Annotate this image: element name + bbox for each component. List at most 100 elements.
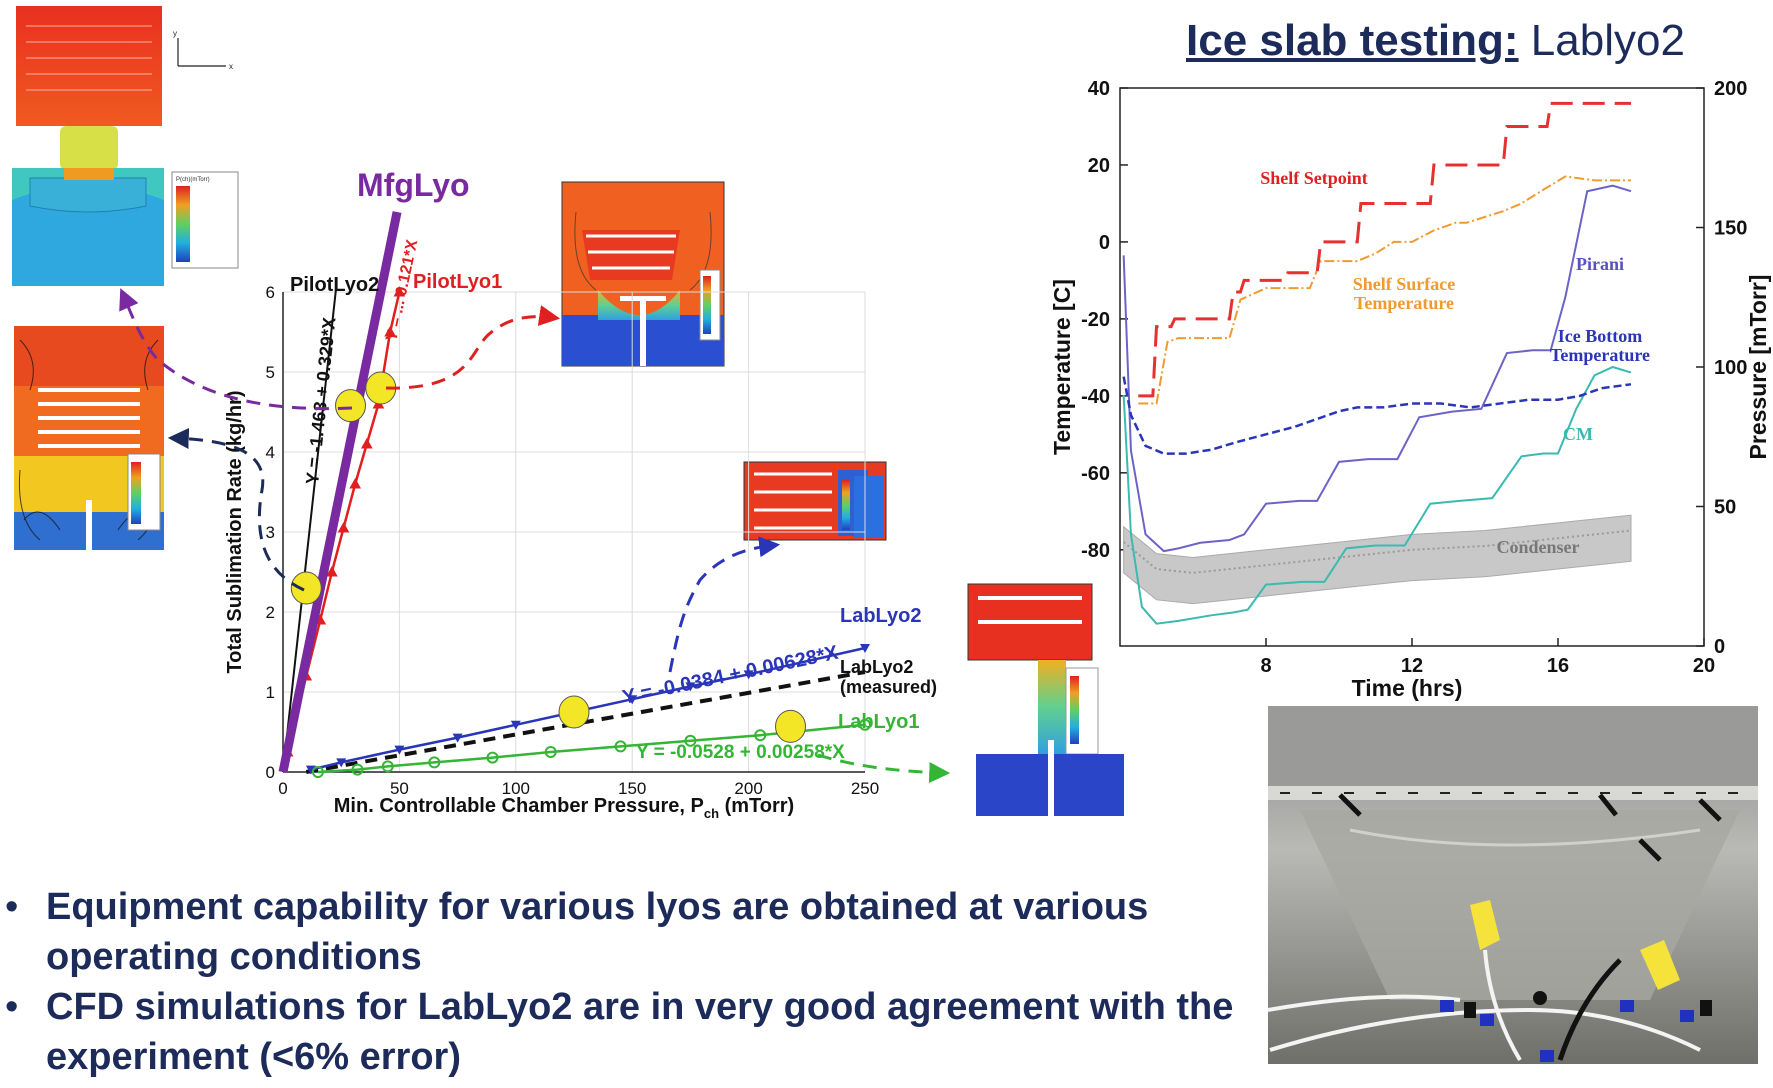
axis-x-label: x [229, 62, 233, 71]
series-label-mfglyo: MfgLyo [357, 167, 470, 203]
series-label-shelf-setpoint: Shelf Setpoint [1260, 168, 1368, 188]
cfd-legend-title: P(ch)(mTorr) [176, 177, 210, 183]
series-line-ice-bottom [1122, 376, 1632, 455]
arrow-lablyo1 [817, 753, 951, 784]
series-line-lablyo2 [310, 646, 866, 771]
bullet-text: Equipment capability for various lyos ar… [46, 886, 1149, 978]
y-axis-label: Total Sublimation Rate (kg/hr) [224, 391, 246, 674]
data-point-pilotlyo1 [360, 437, 373, 449]
cfd-image-lablyo2 [743, 461, 887, 541]
data-point-lablyo2 [510, 720, 521, 730]
series-label-pilotlyo1: PilotLyo1 [413, 271, 502, 293]
y2-tick-label: 100 [1714, 357, 1747, 379]
equation-lablyo1: Y = -0.0528 + 0.00258*X [636, 742, 845, 763]
y2-tick-label: 150 [1714, 218, 1747, 240]
data-point-lablyo1 [859, 718, 871, 731]
data-point-pilotlyo1 [326, 565, 338, 577]
highlight-marker [558, 695, 590, 729]
series-label-lablyo1: LabLyo1 [838, 711, 920, 733]
data-point-lablyo2 [685, 682, 696, 692]
y-tick-label: 3 [266, 523, 275, 542]
data-point-lablyo1 [428, 756, 441, 769]
series-label-lablyo2-measured: LabLyo2 (measured) [840, 657, 937, 697]
data-point-lablyo1 [684, 734, 697, 747]
y-tick-label: 0 [266, 763, 275, 782]
axis-y-label: y [173, 29, 177, 38]
x-tick-label: 12 [1401, 655, 1423, 677]
series-label-pirani: Pirani [1576, 254, 1624, 274]
series-label-condenser: Condenser [1496, 537, 1579, 557]
page-title: Ice slab testing: Lablyo2 [1186, 16, 1685, 66]
series-line-shelf-surface [1138, 175, 1631, 405]
arrow-pilotlyo1 [385, 305, 561, 390]
cfd-image-pilotlyo2 [14, 326, 164, 550]
data-point-pilotlyo1 [337, 521, 350, 533]
arrow-lablyo2 [668, 536, 781, 673]
x-tick-label: 200 [734, 779, 762, 798]
data-point-lablyo2 [627, 695, 638, 705]
y-tick-label: -40 [1081, 386, 1110, 408]
y-tick-label: 6 [266, 283, 275, 302]
series-line-lablyo1 [317, 723, 866, 774]
y-axis-label: Temperature [C] [1049, 279, 1075, 455]
x-tick-label: 100 [502, 779, 530, 798]
x-tick-label: 250 [851, 779, 879, 798]
series-label-lablyo2: LabLyo2 [840, 605, 922, 627]
x-tick-label: 0 [278, 779, 287, 798]
y-tick-label: 4 [266, 443, 275, 462]
y2-axis-label: Pressure [mTorr] [1745, 275, 1771, 460]
x-tick-label: 50 [390, 779, 409, 798]
x-axis-label: Min. Controllable Chamber Pressure, Pch … [334, 795, 794, 821]
x-tick-label: 150 [618, 779, 646, 798]
series-label-shelf-surface: Shelf Surface Temperature [1353, 274, 1456, 313]
series-line-pilotlyo1 [286, 291, 401, 753]
y-tick-label: 20 [1088, 155, 1110, 177]
equation-pilotlyo2: Y = -1.463 + 0.329*X [302, 316, 339, 485]
series-label-pilotlyo2: PilotLyo2 [290, 274, 379, 296]
series-line-condenser [1123, 529, 1632, 574]
data-point-pilotlyo1 [384, 325, 396, 337]
y2-tick-label: 50 [1714, 497, 1736, 519]
data-point-lablyo1 [544, 746, 557, 758]
cfd-image-lablyo1 [967, 583, 1124, 816]
data-point-lablyo1 [486, 751, 499, 764]
data-point-lablyo2 [743, 670, 754, 680]
data-point-pilotlyo1 [393, 285, 406, 297]
highlight-marker [775, 709, 807, 743]
bullet-item: • Equipment capability for various lyos a… [0, 882, 1270, 982]
y-tick-label: -60 [1081, 463, 1110, 485]
data-point-lablyo2 [394, 745, 405, 755]
data-point-lablyo1 [351, 763, 364, 776]
y-tick-label: -20 [1081, 309, 1110, 331]
highlight-marker [335, 389, 367, 423]
data-point-lablyo2 [305, 765, 316, 775]
x-axis-label: Time (hrs) [1352, 675, 1463, 701]
arrow-pilotlyo2 [167, 428, 305, 592]
y-tick-label: 5 [266, 363, 275, 382]
y-tick-label: 1 [266, 683, 275, 702]
series-label-ice-bottom: Ice Bottom Temperature [1550, 326, 1650, 365]
y-tick-label: 2 [266, 603, 275, 622]
cfd-image-pilotlyo1 [561, 181, 725, 367]
y2-tick-label: 200 [1714, 78, 1747, 100]
y-tick-label: -80 [1081, 540, 1110, 562]
page-title-rest: Lablyo2 [1530, 16, 1685, 65]
bullet-text: CFD simulations for LabLyo2 are in very … [46, 986, 1234, 1078]
y-tick-label: 0 [1099, 232, 1110, 254]
y2-tick-label: 0 [1714, 636, 1725, 658]
page-title-bold: Ice slab testing: [1186, 16, 1519, 65]
equation-lablyo2: Y = -0.0384 + 0.00628*X [620, 642, 840, 709]
bullet-list: • Equipment capability for various lyos a… [0, 882, 1270, 1082]
data-point-lablyo1 [311, 766, 324, 778]
data-point-pilotlyo1 [349, 477, 362, 489]
y-tick-label: 40 [1088, 78, 1110, 100]
data-point-lablyo1 [381, 760, 394, 773]
ice-slab-photo [1267, 706, 1758, 1064]
bullet-item: • CFD simulations for LabLyo2 are in very… [0, 982, 1270, 1082]
series-line-pirani [1122, 184, 1632, 553]
series-line-pilotlyo2 [282, 283, 338, 773]
x-tick-label: 16 [1547, 655, 1569, 677]
series-line-cm [1122, 365, 1632, 625]
